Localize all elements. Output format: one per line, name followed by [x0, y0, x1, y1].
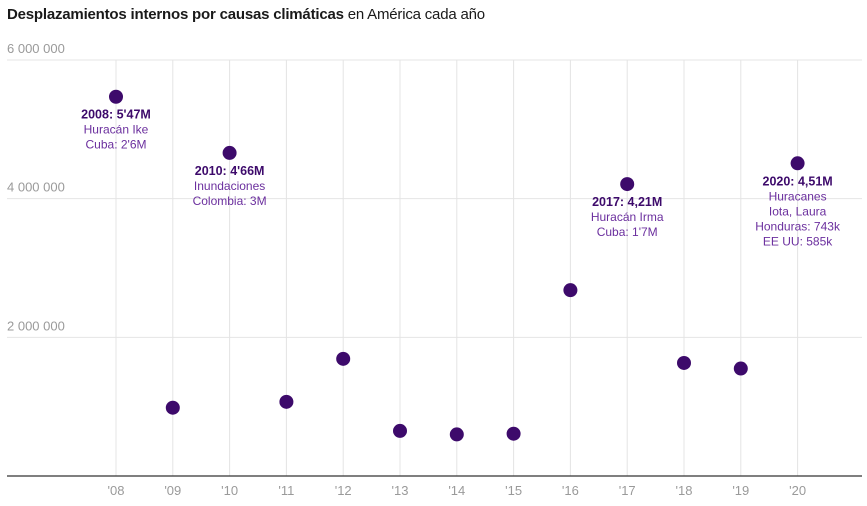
x-tick-label: '19	[732, 483, 749, 498]
x-tick-label: '20	[789, 483, 806, 498]
data-point	[165, 400, 180, 415]
annotation-text: Cuba: 2'6M	[86, 138, 147, 152]
data-point	[109, 89, 123, 104]
x-tick-label: '18	[676, 483, 693, 498]
annotation-heading: 2010: 4'66M	[195, 164, 265, 178]
chart-title: Desplazamientos internos por causas clim…	[7, 6, 485, 23]
annotation-text: Cuba: 1'7M	[597, 225, 658, 239]
data-point	[336, 351, 351, 366]
annotation-heading: 2017: 4,21M	[592, 195, 662, 209]
chart-title-rest: en América cada año	[343, 6, 485, 23]
y-tick-label: 6 000 000	[7, 41, 65, 56]
y-tick-label: 4 000 000	[7, 180, 65, 195]
data-point	[279, 394, 294, 409]
x-tick-label: '16	[562, 483, 579, 498]
annotation-text: Iota, Laura	[769, 204, 827, 218]
data-point	[393, 423, 407, 438]
data-point	[733, 361, 748, 376]
annotation-text: Huracán Ike	[84, 123, 149, 137]
data-point	[222, 145, 237, 160]
data-point	[449, 427, 464, 442]
data-point	[790, 156, 805, 171]
data-point	[620, 177, 635, 192]
data-point	[677, 355, 691, 370]
chart-title-bold: Desplazamientos internos por causas clim…	[7, 6, 344, 23]
x-tick-label: '15	[505, 483, 522, 498]
x-tick-label: '13	[392, 483, 409, 498]
annotation-text: Huracanes	[769, 189, 827, 203]
annotation-heading: 2008: 5'47M	[81, 108, 151, 122]
x-tick-label: '10	[221, 483, 238, 498]
annotation-heading: 2020: 4,51M	[763, 174, 833, 188]
data-point	[563, 283, 578, 298]
annotation-text: Colombia: 3M	[193, 194, 267, 208]
annotation-text: Inundaciones	[194, 179, 265, 193]
x-tick-label: '14	[448, 483, 465, 498]
x-tick-label: '09	[164, 483, 181, 498]
annotation-text: EE UU: 585k	[763, 234, 833, 248]
x-tick-label: '08	[108, 483, 125, 498]
annotation-text: Honduras: 743k	[755, 219, 841, 233]
x-tick-label: '17	[619, 483, 636, 498]
y-tick-label: 2 000 000	[7, 318, 65, 333]
annotation-text: Huracán Irma	[591, 210, 664, 224]
x-tick-label: '11	[278, 483, 294, 498]
data-point	[506, 426, 521, 441]
x-tick-label: '12	[335, 483, 352, 498]
